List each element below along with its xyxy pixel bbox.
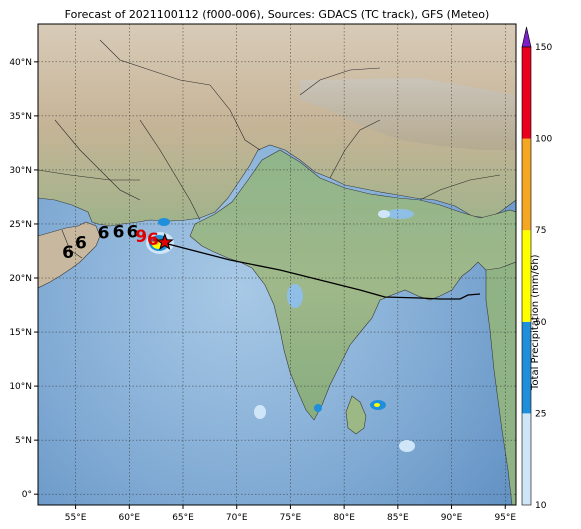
lat-axis: 0° 5°N 10°N 15°N 20°N 25°N 30°N 35°N 40°N bbox=[9, 58, 38, 500]
colorbar-tick-label: 75 bbox=[535, 226, 546, 236]
lat-tick-label: 40°N bbox=[9, 58, 32, 68]
lat-tick-label: 0° bbox=[22, 490, 32, 500]
lat-tick-label: 25°N bbox=[9, 220, 32, 230]
colorbar-segment bbox=[522, 138, 531, 231]
land-arabia bbox=[38, 221, 101, 289]
lon-tick-label: 90°E bbox=[441, 513, 463, 523]
lon-tick-label: 80°E bbox=[333, 513, 355, 523]
lat-tick-label: 5°N bbox=[15, 436, 32, 446]
cyclone-symbol: 6 bbox=[127, 223, 139, 243]
lat-tick-label: 10°N bbox=[9, 382, 32, 392]
lake bbox=[386, 209, 414, 219]
colorbar-segment bbox=[522, 413, 531, 505]
colorbar-label: Total Precipitation (mm/6h) bbox=[530, 254, 541, 390]
lat-tick-label: 30°N bbox=[9, 166, 32, 176]
lon-axis: 55°E 60°E 65°E 70°E 75°E 80°E 85°E 90°E 95°E bbox=[65, 505, 516, 523]
colorbar-segment bbox=[522, 321, 531, 414]
lake bbox=[287, 284, 303, 308]
colorbar-extension bbox=[521, 26, 532, 48]
cyclone-symbol: 6 bbox=[75, 233, 87, 253]
colorbar-segment bbox=[522, 47, 531, 139]
lon-tick-label: 85°E bbox=[387, 513, 409, 523]
colorbar-tick-label: 25 bbox=[535, 409, 546, 419]
lon-tick-label: 95°E bbox=[494, 513, 516, 523]
colorbar-tick-label: 10 bbox=[535, 501, 547, 511]
cyclone-symbol: 9 bbox=[135, 227, 147, 247]
land-sri-lanka bbox=[345, 395, 367, 435]
map-title: Forecast of 2021100112 (f000-006), Sourc… bbox=[64, 8, 490, 21]
land-myanmar bbox=[485, 261, 516, 505]
country-borders bbox=[38, 39, 501, 259]
colorbar-tick-label: 100 bbox=[535, 135, 552, 145]
land-india bbox=[189, 149, 516, 421]
cyclone-track bbox=[167, 243, 481, 300]
colorbar-segment bbox=[522, 230, 531, 322]
colorbar: 10 25 50 75 100 150 bbox=[521, 26, 552, 511]
colorbar-tick-label: 50 bbox=[535, 318, 547, 328]
current-position-star bbox=[155, 232, 174, 251]
cyclone-symbol: 6 bbox=[147, 230, 159, 250]
cyclone-symbol: 6 bbox=[113, 223, 125, 243]
plot-frame bbox=[37, 23, 517, 506]
cyclone-symbol: 6 bbox=[62, 243, 74, 263]
lon-tick-label: 60°E bbox=[118, 513, 140, 523]
cyclone-symbol: 6 bbox=[98, 224, 110, 244]
tibet-plateau bbox=[300, 78, 516, 150]
lon-tick-label: 75°E bbox=[280, 513, 302, 523]
lon-tick-label: 70°E bbox=[226, 513, 248, 523]
lon-tick-label: 55°E bbox=[65, 513, 87, 523]
track-symbols: 6 6 6 6 69 6 bbox=[62, 223, 159, 264]
lon-tick-label: 65°E bbox=[172, 513, 194, 523]
lat-tick-label: 20°N bbox=[9, 274, 32, 284]
map-grid bbox=[38, 24, 516, 505]
lat-tick-label: 35°N bbox=[9, 112, 32, 122]
lat-tick-label: 15°N bbox=[9, 328, 32, 338]
colorbar-tick-label: 150 bbox=[535, 43, 552, 53]
